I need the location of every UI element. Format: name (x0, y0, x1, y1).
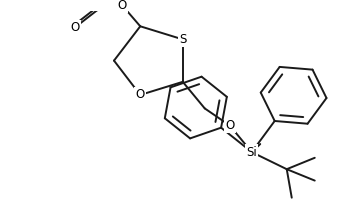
Text: O: O (71, 21, 80, 34)
Text: O: O (136, 89, 145, 101)
Text: O: O (118, 0, 127, 12)
Text: Si: Si (246, 146, 257, 159)
Text: O: O (225, 119, 234, 132)
Text: S: S (179, 33, 186, 46)
